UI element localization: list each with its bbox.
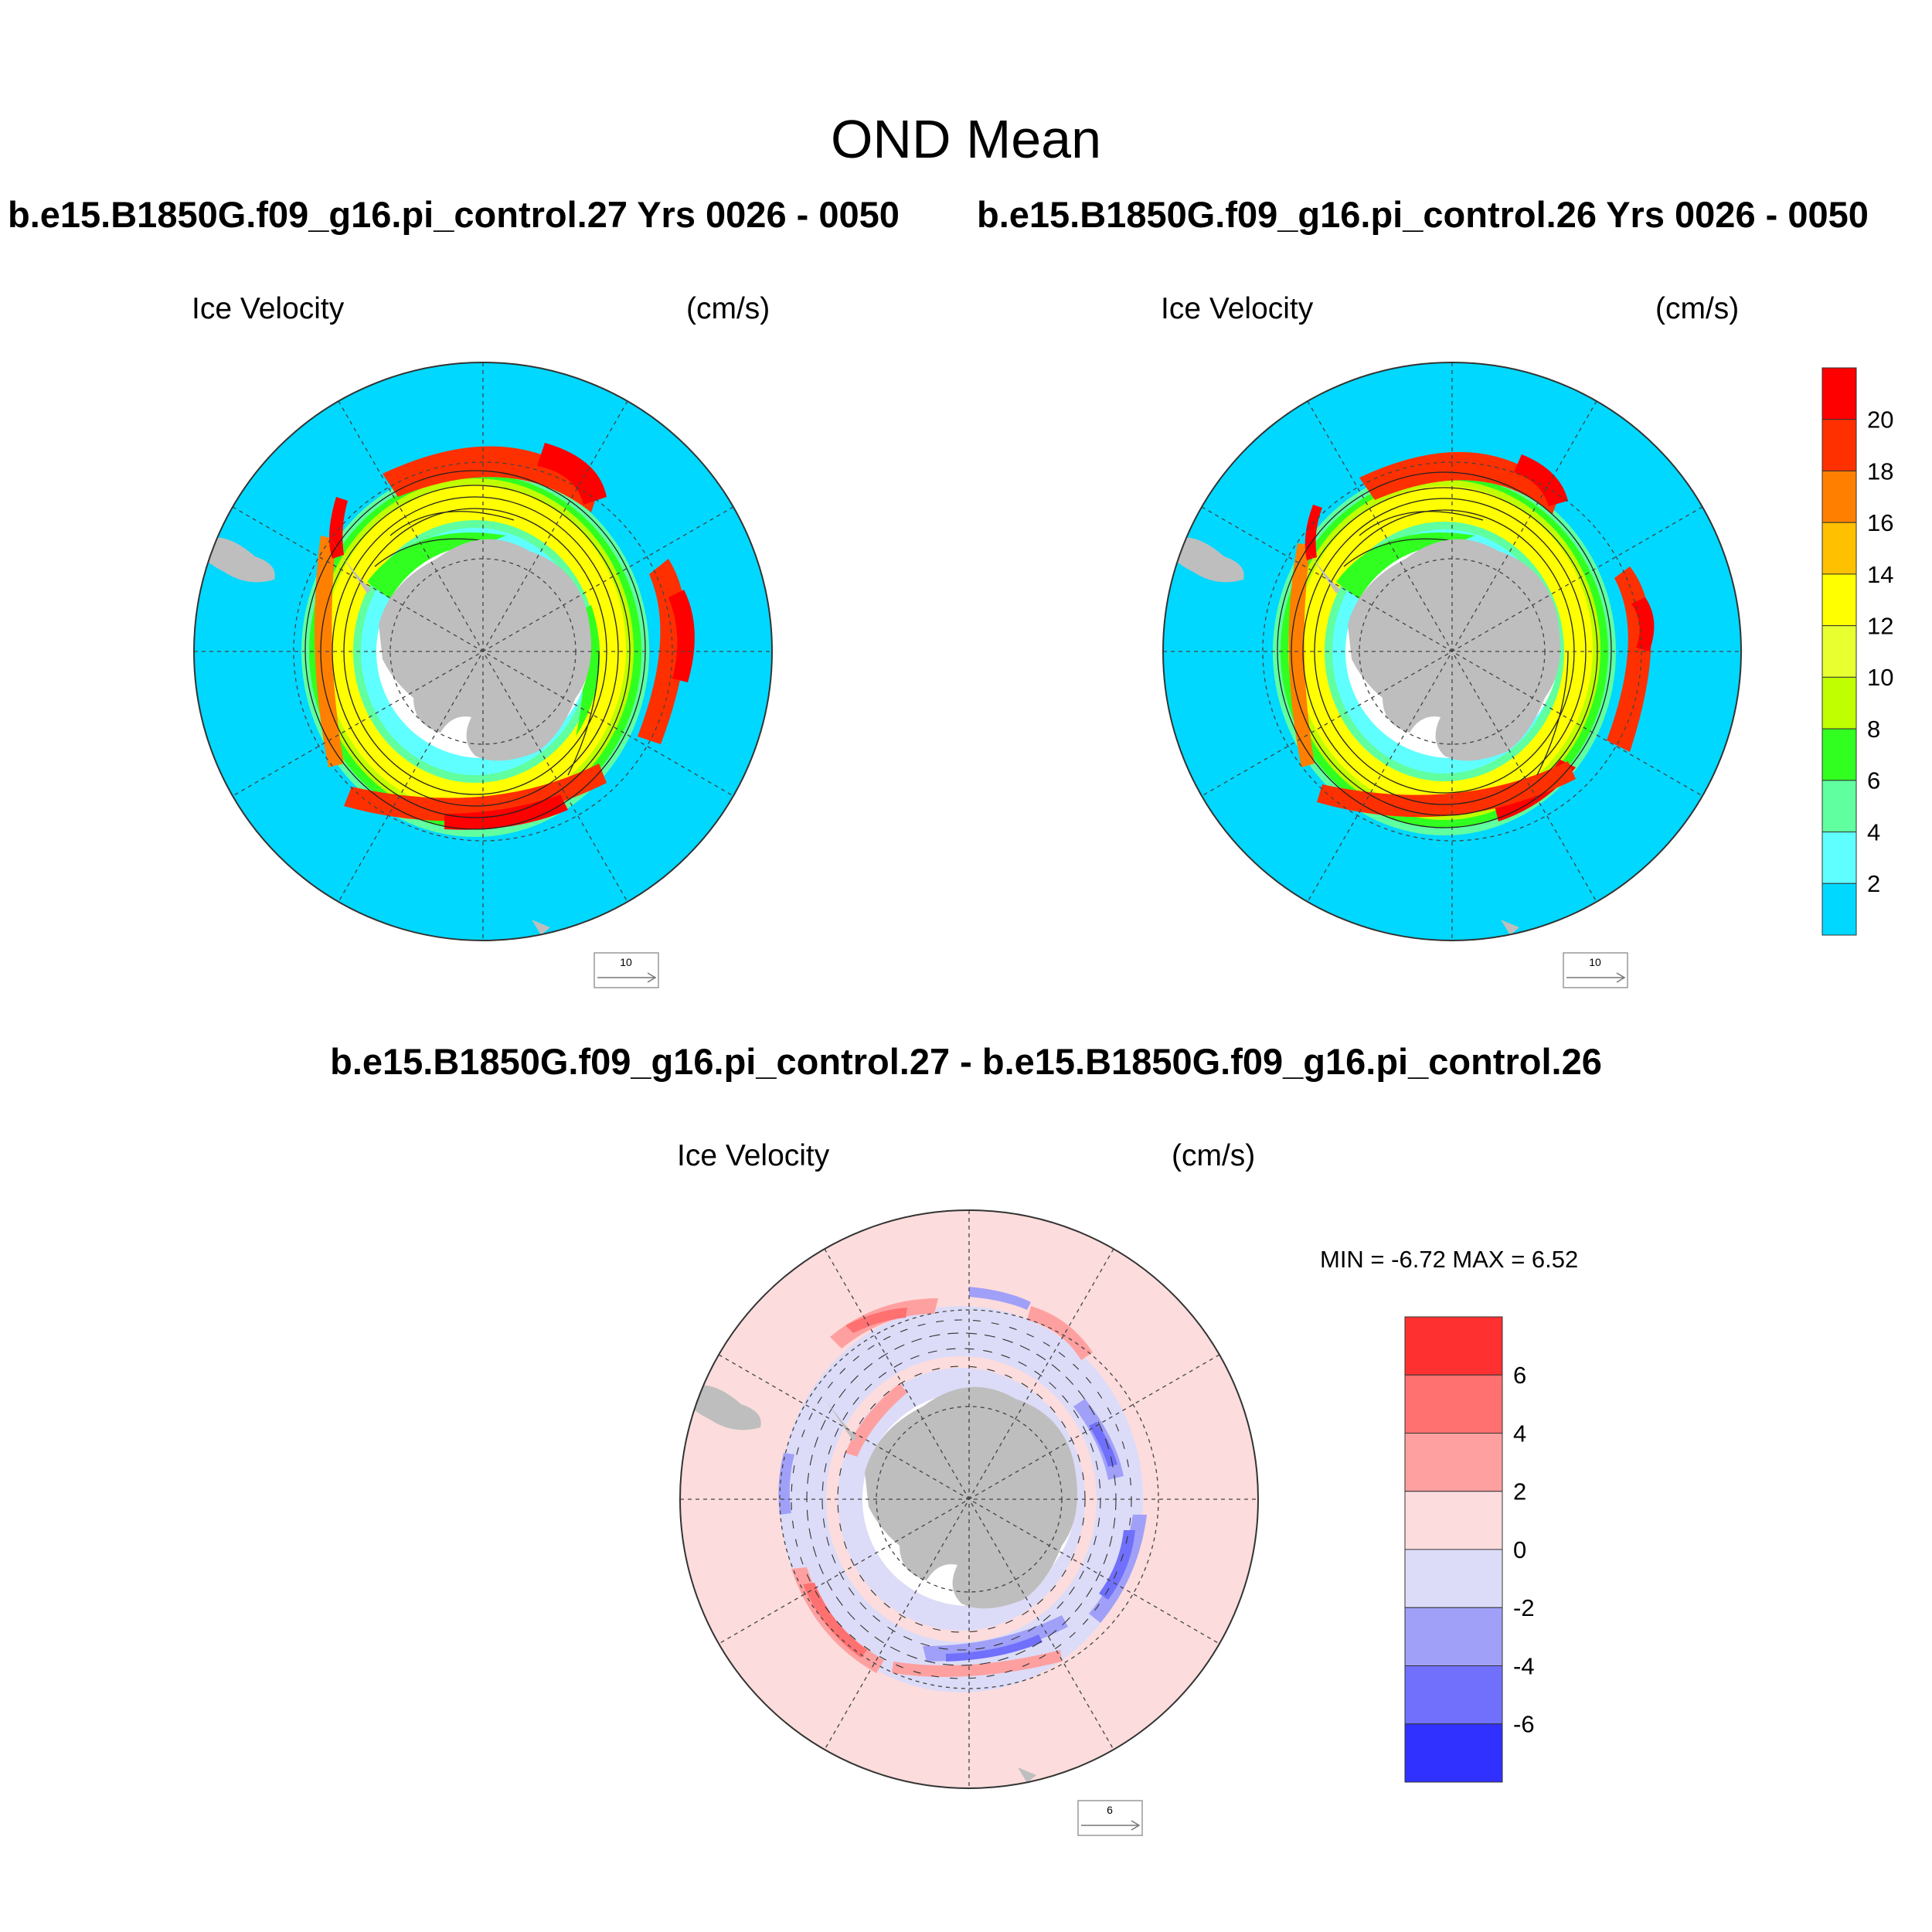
reference-vector-control: 10 (1563, 952, 1628, 988)
graticule (1163, 362, 1741, 940)
south-america-tip (1172, 537, 1519, 935)
colorbar-speed-swatch (1821, 832, 1857, 884)
figure-title: OND Mean (830, 109, 1102, 169)
svg-text:10: 10 (620, 956, 632, 968)
colorbar-difference-swatch (1404, 1665, 1503, 1725)
colorbar-difference-swatch (1404, 1607, 1503, 1666)
reference-vector-case: 10 (594, 952, 659, 988)
reference-vector-difference: 6 (1077, 1800, 1143, 1836)
colorbar-speed-swatch (1821, 728, 1857, 781)
colorbar-speed-label: 8 (1867, 716, 1880, 743)
colorbar-difference-swatch (1404, 1549, 1503, 1608)
colorbar-difference-label: -2 (1513, 1594, 1535, 1621)
colorbar-difference-swatch (1404, 1433, 1503, 1492)
map-control (1163, 362, 1741, 940)
panel-diff-min-max: MIN = -6.72 MAX = 6.52 (1320, 1246, 1579, 1273)
graticule (680, 1210, 1258, 1788)
panel-diff-variable: Ice Velocity (677, 1139, 830, 1172)
south-america-tip (202, 537, 550, 935)
colorbar-speed-swatch (1821, 470, 1857, 523)
colorbar-speed-swatch (1821, 419, 1857, 471)
colorbar-speed-label: 2 (1867, 870, 1880, 897)
colorbar-speed-label: 6 (1867, 767, 1880, 794)
colorbar-difference-swatch (1404, 1316, 1503, 1376)
colorbar-speed-swatch (1821, 522, 1857, 575)
svg-text:6: 6 (1107, 1804, 1113, 1816)
colorbar-speed-label: 16 (1867, 509, 1893, 536)
colorbar-speed-label: 18 (1867, 457, 1893, 485)
map-difference (680, 1210, 1258, 1788)
panel-control-heading: b.e15.B1850G.f09_g16.pi_control.26 Yrs 0… (977, 194, 1869, 235)
map-case (194, 362, 772, 940)
south-america-tip (689, 1385, 1036, 1783)
panel-control-variable: Ice Velocity (1161, 292, 1314, 325)
panel-case-variable: Ice Velocity (192, 292, 345, 325)
colorbar-difference-label: -6 (1513, 1711, 1535, 1738)
colorbar-speed-swatch (1821, 883, 1857, 936)
colorbar-speed-swatch (1821, 367, 1857, 420)
colorbar-difference-label: -4 (1513, 1652, 1535, 1679)
colorbar-speed-swatch (1821, 780, 1857, 833)
colorbar-difference-label: 2 (1513, 1478, 1526, 1505)
colorbar-speed-swatch (1821, 676, 1857, 730)
colorbar-speed: 20 18 16 14 12 10 8 6 4 2 (1821, 367, 1893, 936)
colorbar-speed-label: 14 (1867, 561, 1893, 588)
colorbar-speed-swatch (1821, 625, 1857, 678)
colorbar-difference-swatch (1404, 1491, 1503, 1550)
colorbar-difference-label: 4 (1513, 1420, 1526, 1447)
svg-text:10: 10 (1589, 956, 1601, 968)
colorbar-speed-swatch (1821, 573, 1857, 627)
panel-diff-heading: b.e15.B1850G.f09_g16.pi_control.27 - b.e… (330, 1041, 1602, 1082)
colorbar-difference-label: 0 (1513, 1536, 1526, 1563)
colorbar-speed-label: 4 (1867, 818, 1880, 845)
colorbar-difference: 6 4 2 0 -2 -4 -6 (1404, 1316, 1535, 1783)
colorbar-speed-label: 12 (1867, 612, 1893, 639)
panel-control-units: (cm/s) (1655, 292, 1740, 325)
colorbar-speed-label: 20 (1867, 406, 1893, 434)
colorbar-speed-label: 10 (1867, 664, 1893, 691)
panel-diff-units: (cm/s) (1172, 1139, 1256, 1172)
colorbar-difference-swatch (1404, 1374, 1503, 1434)
panel-case-units: (cm/s) (686, 292, 770, 325)
graticule (194, 362, 772, 940)
panel-case-heading: b.e15.B1850G.f09_g16.pi_control.27 Yrs 0… (8, 194, 900, 235)
colorbar-difference-label: 6 (1513, 1362, 1526, 1389)
colorbar-difference-swatch (1404, 1723, 1503, 1783)
